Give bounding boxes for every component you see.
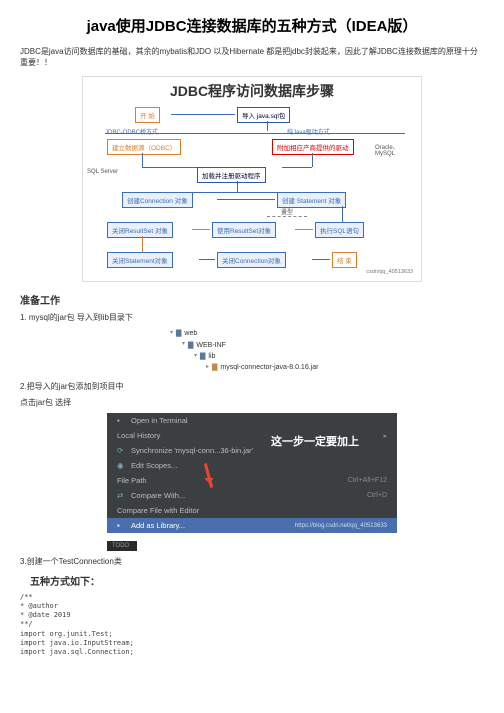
context-menu: ▪ Open in Terminal Local History ▸ ⟳ Synchr…: [107, 413, 397, 533]
step-3: 3.创建一个TestConnection类: [20, 556, 484, 567]
terminal-icon: ▪: [117, 416, 125, 425]
node-end: 结 束: [332, 252, 357, 268]
node-use-rs: 使用ResultSet对象: [212, 222, 276, 238]
sync-icon: ⟳: [117, 446, 125, 455]
folder-icon: ▇: [188, 340, 193, 351]
section-prep: 准备工作: [20, 292, 484, 307]
code-line: import java.io.InputStream;: [20, 639, 484, 648]
node-create-conn: 创建Connection 对象: [122, 192, 193, 208]
chevron-down-icon: ▾: [194, 352, 197, 362]
overlay-text: 这一步一定要加上: [271, 433, 359, 449]
menu-label: Local History: [117, 431, 160, 440]
node-close-conn: 关闭Connection对象: [217, 252, 286, 268]
menu-file-path[interactable]: File Path Ctrl+Alt+F12: [107, 473, 397, 488]
todo-label: TODO: [107, 541, 137, 551]
menu-add-as-library[interactable]: ▪ Add as Library... https://blog.csdn.net/…: [107, 518, 397, 533]
label-dotted: 畫型: [267, 207, 307, 217]
library-icon: ▪: [117, 521, 125, 530]
shortcut: Ctrl+Alt+F12: [348, 477, 387, 484]
node-load: 加载并注册驱动程序: [197, 167, 266, 183]
diagram-watermark: csdn/qq_40513633: [366, 269, 413, 275]
menu-label: Open in Terminal: [131, 416, 188, 425]
flowchart-canvas: 开 始 导入 java.sql包 JDBC-ODBC桥方式 建立数据源（ODBC…: [87, 107, 417, 277]
menu-label: Synchronize 'mysql-conn...36-bin.jar': [131, 446, 253, 455]
step-2: 2.把导入的jar包添加到项目中: [20, 381, 484, 392]
label-oracle: Oracle、MySQL: [375, 142, 417, 157]
code-line: * @author: [20, 602, 484, 611]
node-create-stmt: 创建 Statement 对象: [277, 192, 346, 208]
code-line: **/: [20, 620, 484, 629]
intro-text: JDBC是java访问数据库的基础，其余的mybatis和JDO 以及Hiber…: [20, 46, 484, 68]
node-import: 导入 java.sql包: [237, 107, 290, 123]
step-1: 1. mysql的jar包 导入到lib目录下: [20, 312, 484, 323]
page-title: java使用JDBC连接数据库的五种方式（IDEA版）: [20, 15, 484, 36]
node-exec-sql: 执行SQL语句: [315, 222, 364, 238]
menu-label: Compare With...: [131, 491, 185, 500]
diagram-title: JDBC程序访问数据库步骤: [87, 81, 417, 101]
chevron-down-icon: ▾: [170, 329, 173, 339]
jar-icon: ▇: [212, 362, 217, 373]
menu-open-terminal[interactable]: ▪ Open in Terminal: [107, 413, 397, 428]
section-five-ways: 五种方式如下：: [30, 573, 484, 588]
menu-compare-file-editor[interactable]: Compare File with Editor: [107, 503, 397, 518]
folder-icon: ▇: [200, 351, 205, 362]
menu-watermark: https://blog.csdn.net/qq_40513633: [295, 523, 387, 529]
shortcut: Ctrl+D: [367, 492, 387, 499]
label-jdbc-odbc: JDBC-ODBC桥方式: [105, 127, 158, 136]
file-tree: ▾▇web ▾▇WEB-INF ▾▇lib ▸▇mysql-connector-…: [170, 328, 484, 373]
node-start: 开 始: [135, 107, 160, 123]
tree-webinf: WEB-INF: [196, 340, 226, 351]
code-line: /**: [20, 593, 484, 602]
chevron-right-icon: ▸: [383, 432, 387, 440]
label-pure-java: 纯Java驱动方式: [287, 127, 330, 136]
menu-label: File Path: [117, 476, 147, 485]
flowchart-diagram: JDBC程序访问数据库步骤 开 始 导入 java.sql包 JDBC-ODBC…: [82, 76, 422, 282]
menu-compare-with[interactable]: ⇄ Compare With... Ctrl+D: [107, 488, 397, 503]
code-block: /** * @author * @date 2019 **/ import or…: [20, 593, 484, 657]
menu-label: Compare File with Editor: [117, 506, 199, 515]
tree-lib: lib: [208, 351, 215, 362]
chevron-right-icon: ▸: [206, 363, 209, 373]
menu-label: Edit Scopes...: [131, 461, 177, 470]
step-2b: 点击jar包 选择: [20, 397, 484, 408]
label-sqlserver: SQL Server: [87, 169, 118, 175]
tree-web: web: [184, 328, 197, 339]
chevron-down-icon: ▾: [182, 340, 185, 350]
compare-icon: ⇄: [117, 491, 125, 500]
node-odbc: 建立数据源（ODBC）: [107, 139, 181, 155]
code-line: import org.junit.Test;: [20, 630, 484, 639]
node-close-rs: 关闭ResultSet 对象: [107, 222, 173, 238]
folder-icon: ▇: [176, 328, 181, 339]
menu-edit-scopes[interactable]: ◉ Edit Scopes...: [107, 458, 397, 473]
code-line: * @date 2019: [20, 611, 484, 620]
code-line: import java.sql.Connection;: [20, 648, 484, 657]
menu-label: Add as Library...: [131, 521, 185, 530]
node-close-stmt: 关闭Statement对象: [107, 252, 173, 268]
tree-jar: mysql-connector-java-8.0.16.jar: [220, 362, 318, 373]
scope-icon: ◉: [117, 461, 125, 470]
